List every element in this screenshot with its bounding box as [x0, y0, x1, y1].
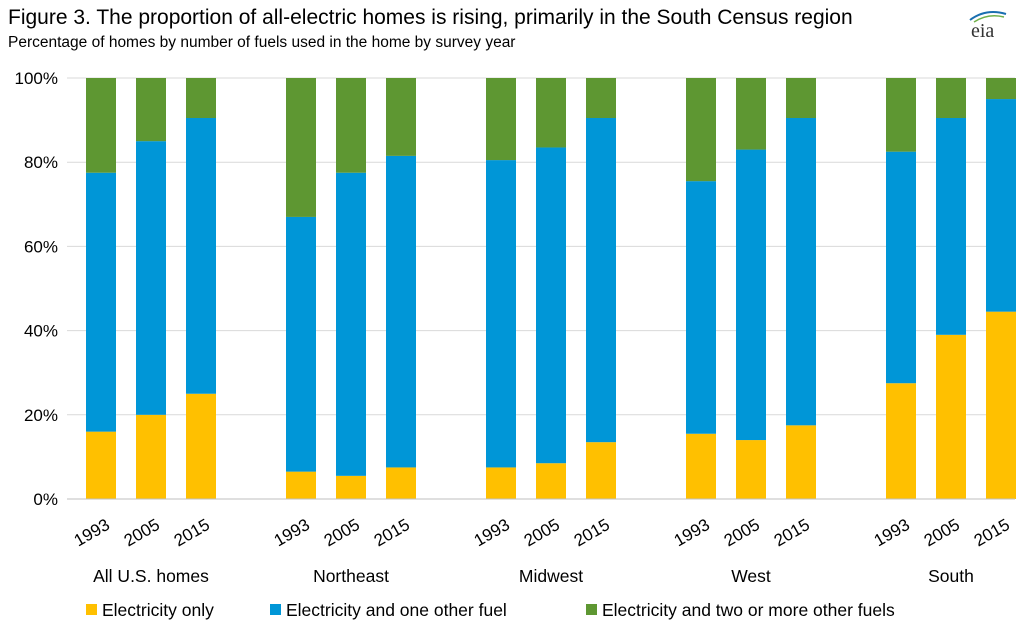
x-year-label: 2005 [921, 515, 963, 550]
eia-logo: eia [969, 11, 1007, 42]
bar-segment [86, 431, 116, 499]
bar-segment [336, 475, 366, 499]
bar-segment [686, 78, 716, 182]
group-label: South [928, 566, 974, 586]
legend-swatch [86, 604, 97, 615]
bar-segment [886, 78, 916, 152]
legend-swatch [586, 604, 597, 615]
bar-segment [586, 442, 616, 499]
bar-segment [986, 311, 1016, 499]
bar-segment [486, 467, 516, 499]
bar-segment [386, 78, 416, 156]
bar-segment [186, 78, 216, 118]
bar-segment [686, 433, 716, 499]
bar-segment [136, 414, 166, 499]
bar-segment [536, 78, 566, 148]
legend-label: Electricity only [102, 600, 214, 620]
bar-segment [736, 440, 766, 499]
group-labels: All U.S. homes Northeast Midwest West South [93, 566, 974, 586]
legend-swatch [270, 604, 281, 615]
bar-segment [286, 216, 316, 472]
y-tick-label: 80% [24, 153, 58, 172]
group-label: Midwest [519, 566, 583, 586]
x-axis-year-labels: 1993 2005 2015 1993 2005 2015 1993 2005 2015 1993… [71, 515, 1013, 550]
bar-segment [886, 151, 916, 384]
bar-segment [286, 471, 316, 499]
chart-subtitle: Percentage of homes by number of fuels u… [8, 34, 516, 51]
bar-segment [486, 78, 516, 161]
x-year-label: 2015 [771, 515, 813, 550]
bars [86, 78, 1016, 499]
x-year-label: 2005 [321, 515, 363, 550]
bar-segment [586, 78, 616, 118]
y-tick-label: 40% [24, 322, 58, 341]
bar-segment [136, 141, 166, 415]
x-year-label: 2015 [171, 515, 213, 550]
bar-segment [936, 334, 966, 499]
bar-segment [786, 78, 816, 118]
bar-segment [286, 78, 316, 217]
x-year-label: 1993 [71, 515, 113, 550]
x-year-label: 1993 [871, 515, 913, 550]
legend: Electricity only Electricity and one othe… [86, 600, 895, 620]
y-tick-label: 100% [15, 69, 58, 88]
y-axis-tick-labels: 0% 20% 40% 60% 80% 100% [15, 69, 58, 509]
bar-segment [336, 172, 366, 476]
x-year-label: 2005 [121, 515, 163, 550]
bar-segment [536, 463, 566, 499]
x-year-label: 2015 [371, 515, 413, 550]
bar-segment [786, 425, 816, 499]
bar-segment [336, 78, 366, 173]
bar-segment [986, 99, 1016, 312]
bar-segment [986, 78, 1016, 100]
bar-segment [736, 149, 766, 441]
bar-segment [936, 78, 966, 118]
x-year-label: 1993 [271, 515, 313, 550]
bar-segment [486, 160, 516, 468]
y-tick-label: 0% [33, 490, 58, 509]
x-year-label: 2015 [571, 515, 613, 550]
bar-segment [186, 117, 216, 394]
y-tick-label: 60% [24, 237, 58, 256]
x-year-label: 1993 [671, 515, 713, 550]
bar-segment [386, 155, 416, 468]
bar-segment [186, 393, 216, 499]
chart-title: Figure 3. The proportion of all-electric… [8, 6, 853, 29]
bar-segment [786, 117, 816, 426]
bar-segment [86, 78, 116, 173]
x-year-label: 2005 [521, 515, 563, 550]
bar-segment [536, 147, 566, 464]
bar-segment [736, 78, 766, 150]
group-label: All U.S. homes [93, 566, 209, 586]
group-label: West [731, 566, 771, 586]
legend-label: Electricity and one other fuel [286, 600, 507, 620]
bar-segment [86, 172, 116, 432]
legend-label: Electricity and two or more other fuels [602, 600, 895, 620]
bar-segment [686, 181, 716, 434]
logo-text: eia [971, 20, 994, 42]
bar-segment [136, 78, 166, 142]
bar-segment [886, 383, 916, 499]
bar-segment [936, 117, 966, 335]
bar-segment [386, 467, 416, 499]
x-year-label: 2005 [721, 515, 763, 550]
bar-segment [586, 117, 616, 443]
group-label: Northeast [313, 566, 389, 586]
x-year-label: 1993 [471, 515, 513, 550]
y-tick-label: 20% [24, 406, 58, 425]
x-year-label: 2015 [971, 515, 1013, 550]
